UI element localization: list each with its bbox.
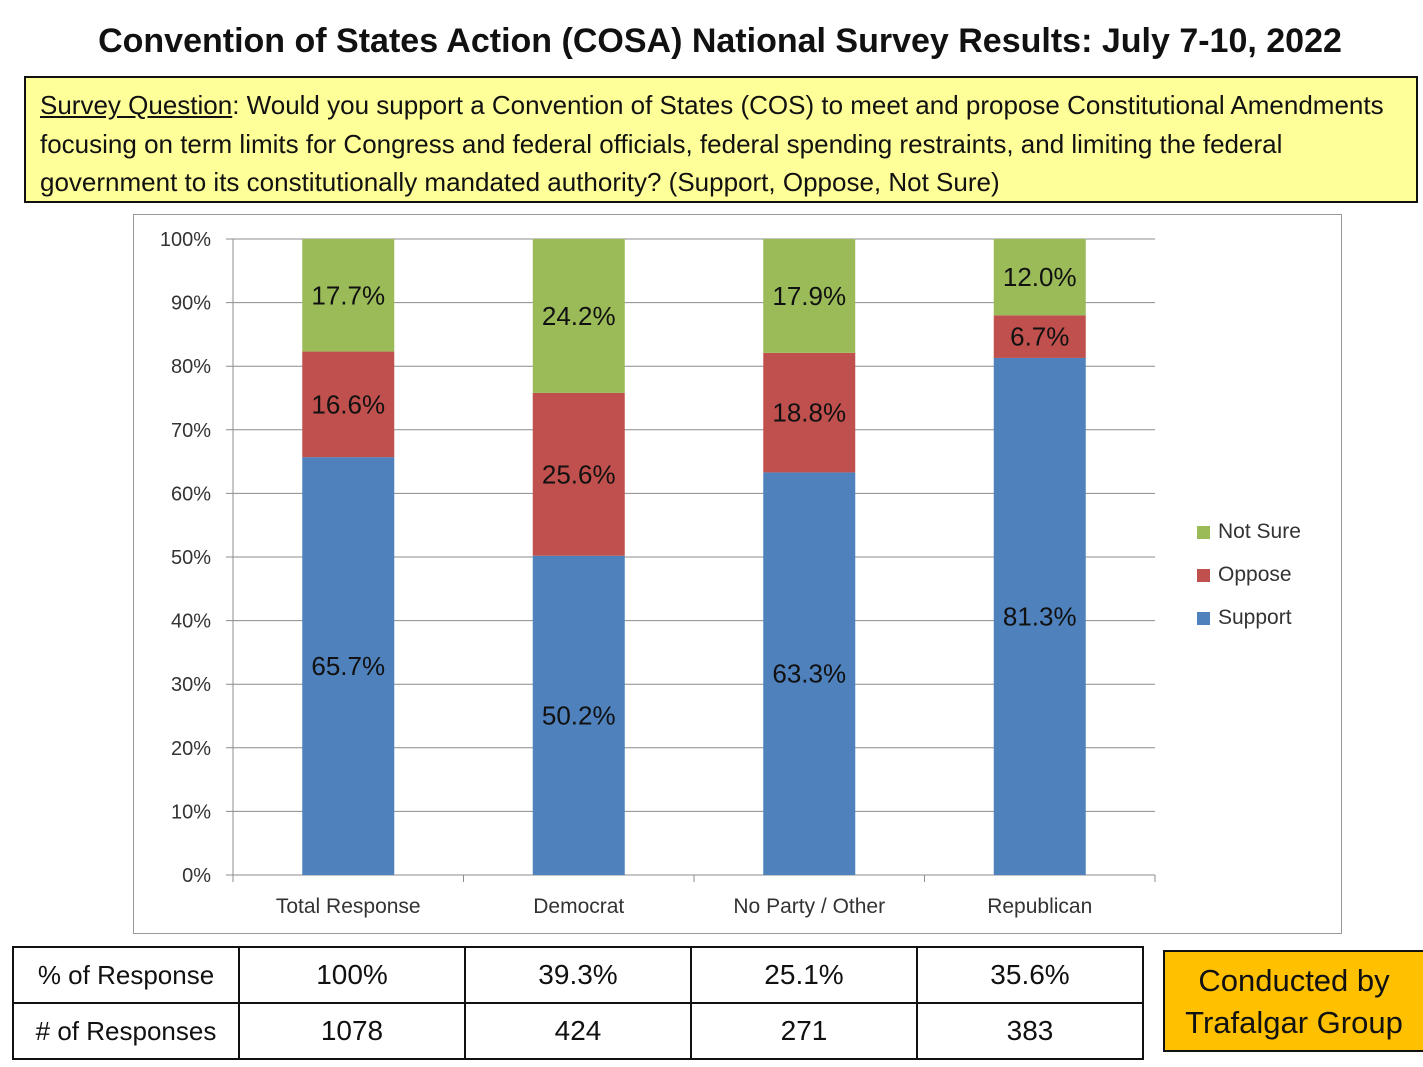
row-label: # of Responses — [12, 1002, 240, 1060]
page-title: Convention of States Action (COSA) Natio… — [98, 22, 1342, 60]
credit-line: Conducted by — [1198, 963, 1390, 998]
legend-swatch — [1197, 612, 1210, 625]
data-label: 25.6% — [542, 459, 616, 489]
y-tick-label: 60% — [171, 483, 211, 505]
legend-swatch — [1197, 526, 1210, 539]
data-label: 6.7% — [1010, 322, 1069, 352]
credit-line: Trafalgar Group — [1185, 1005, 1403, 1040]
survey-question-box: Survey Question: Would you support a Con… — [24, 76, 1418, 203]
x-tick-label: Democrat — [533, 895, 624, 918]
legend-label: Oppose — [1218, 563, 1292, 586]
y-tick-label: 40% — [171, 611, 211, 633]
data-label: 81.3% — [1003, 601, 1077, 631]
y-tick-label: 20% — [171, 738, 211, 760]
table-cell: 25.1% — [690, 946, 918, 1004]
y-tick-label: 10% — [171, 801, 211, 823]
y-tick-label: 100% — [160, 229, 211, 251]
y-tick-label: 80% — [171, 356, 211, 378]
bar-support — [532, 555, 625, 875]
legend-label: Support — [1218, 606, 1292, 629]
data-label: 12.0% — [1003, 262, 1077, 292]
survey-question-text: : Would you support a Convention of Stat… — [40, 90, 1384, 197]
data-label: 17.7% — [311, 280, 385, 310]
data-label: 63.3% — [772, 659, 846, 689]
x-tick-label: Total Response — [276, 895, 421, 918]
table-cell: 424 — [464, 1002, 692, 1060]
y-tick-label: 0% — [182, 865, 211, 887]
table-row: # of Responses 1078 424 271 383 — [12, 1002, 1144, 1060]
legend-label: Not Sure — [1218, 520, 1301, 543]
table-cell: 100% — [238, 946, 466, 1004]
bar-oppose — [763, 352, 856, 473]
data-label: 16.6% — [311, 389, 385, 419]
table-row: % of Response 100% 39.3% 25.1% 35.6% — [12, 946, 1144, 1004]
y-tick-label: 30% — [171, 674, 211, 696]
bar-oppose — [993, 315, 1086, 358]
survey-question-label: Survey Question — [40, 90, 233, 120]
stacked-bar-chart: 0% 10% 20% 30% 40% 50% 60% 70% 80% 90% 100% 65.7% 16… — [160, 229, 1301, 918]
row-label: % of Response — [12, 946, 240, 1004]
data-label: 24.2% — [542, 301, 616, 331]
legend-swatch — [1197, 569, 1210, 582]
bar-not-sure — [993, 239, 1086, 316]
credit-box: Conducted by Trafalgar Group — [1163, 950, 1423, 1052]
data-label: 18.8% — [772, 398, 846, 428]
table-cell: 1078 — [238, 1002, 466, 1060]
bar-support — [302, 457, 395, 875]
bar-oppose — [302, 351, 395, 458]
data-label: 65.7% — [311, 651, 385, 681]
table-cell: 35.6% — [916, 946, 1144, 1004]
bar-support — [993, 357, 1086, 875]
y-tick-label: 70% — [171, 420, 211, 442]
x-tick-label: Republican — [987, 895, 1092, 918]
chart-frame: 0% 10% 20% 30% 40% 50% 60% 70% 80% 90% 100% 65.7% 16… — [133, 214, 1342, 934]
table-cell: 271 — [690, 1002, 918, 1060]
table-cell: 39.3% — [464, 946, 692, 1004]
data-label: 17.9% — [772, 281, 846, 311]
data-label: 50.2% — [542, 700, 616, 730]
bar-not-sure — [532, 239, 625, 393]
bar-not-sure — [763, 239, 856, 353]
x-tick-label: No Party / Other — [733, 895, 885, 918]
bar-oppose — [532, 392, 625, 556]
y-tick-label: 50% — [171, 547, 211, 569]
bar-support — [763, 472, 856, 875]
response-table: % of Response 100% 39.3% 25.1% 35.6% # o… — [12, 946, 1144, 1060]
bar-not-sure — [302, 239, 395, 352]
y-tick-label: 90% — [171, 293, 211, 315]
table-cell: 383 — [916, 1002, 1144, 1060]
